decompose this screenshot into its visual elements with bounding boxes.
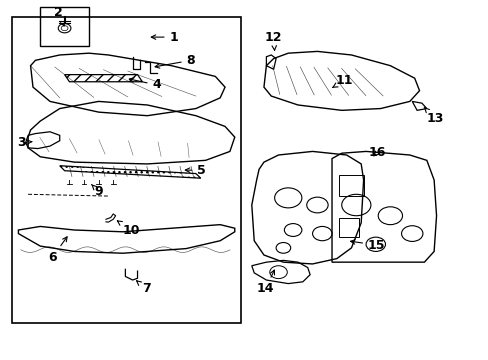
Text: 16: 16 — [368, 146, 386, 159]
Text: 12: 12 — [264, 31, 282, 50]
Text: 11: 11 — [332, 74, 352, 87]
Text: 8: 8 — [155, 54, 195, 68]
Text: 3: 3 — [18, 136, 32, 149]
Text: 6: 6 — [48, 237, 67, 264]
Text: 10: 10 — [117, 221, 140, 237]
Bar — [40, 7, 89, 46]
Text: 9: 9 — [91, 184, 103, 198]
Text: 5: 5 — [185, 164, 205, 177]
Text: 14: 14 — [256, 270, 274, 296]
Text: 13: 13 — [423, 107, 443, 125]
Bar — [339, 217, 358, 237]
Text: 15: 15 — [350, 239, 385, 252]
Text: 1: 1 — [151, 31, 178, 44]
Text: 7: 7 — [136, 281, 150, 296]
Bar — [339, 175, 363, 196]
Text: 4: 4 — [129, 78, 161, 91]
Text: 2: 2 — [54, 6, 64, 26]
Bar — [12, 18, 240, 323]
